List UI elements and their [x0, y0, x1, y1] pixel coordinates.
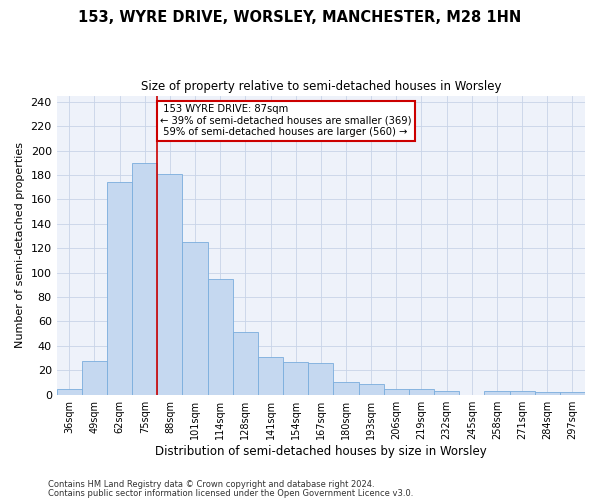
Bar [182, 242, 208, 394]
Bar [434, 391, 459, 394]
Bar [484, 391, 509, 394]
Bar [157, 174, 182, 394]
Text: 153 WYRE DRIVE: 87sqm
← 39% of semi-detached houses are smaller (369)
 59% of se: 153 WYRE DRIVE: 87sqm ← 39% of semi-deta… [160, 104, 412, 138]
X-axis label: Distribution of semi-detached houses by size in Worsley: Distribution of semi-detached houses by … [155, 444, 487, 458]
Text: Contains HM Land Registry data © Crown copyright and database right 2024.: Contains HM Land Registry data © Crown c… [48, 480, 374, 489]
Text: 153, WYRE DRIVE, WORSLEY, MANCHESTER, M28 1HN: 153, WYRE DRIVE, WORSLEY, MANCHESTER, M2… [79, 10, 521, 25]
Bar [334, 382, 359, 394]
Bar [233, 332, 258, 394]
Text: Contains public sector information licensed under the Open Government Licence v3: Contains public sector information licen… [48, 490, 413, 498]
Bar [283, 362, 308, 394]
Title: Size of property relative to semi-detached houses in Worsley: Size of property relative to semi-detach… [140, 80, 501, 93]
Bar [535, 392, 560, 394]
Bar [132, 162, 157, 394]
Bar [258, 357, 283, 395]
Y-axis label: Number of semi-detached properties: Number of semi-detached properties [15, 142, 25, 348]
Bar [509, 391, 535, 394]
Bar [208, 278, 233, 394]
Bar [82, 360, 107, 394]
Bar [359, 384, 384, 394]
Bar [384, 388, 409, 394]
Bar [409, 388, 434, 394]
Bar [560, 392, 585, 394]
Bar [308, 363, 334, 394]
Bar [107, 182, 132, 394]
Bar [56, 388, 82, 394]
